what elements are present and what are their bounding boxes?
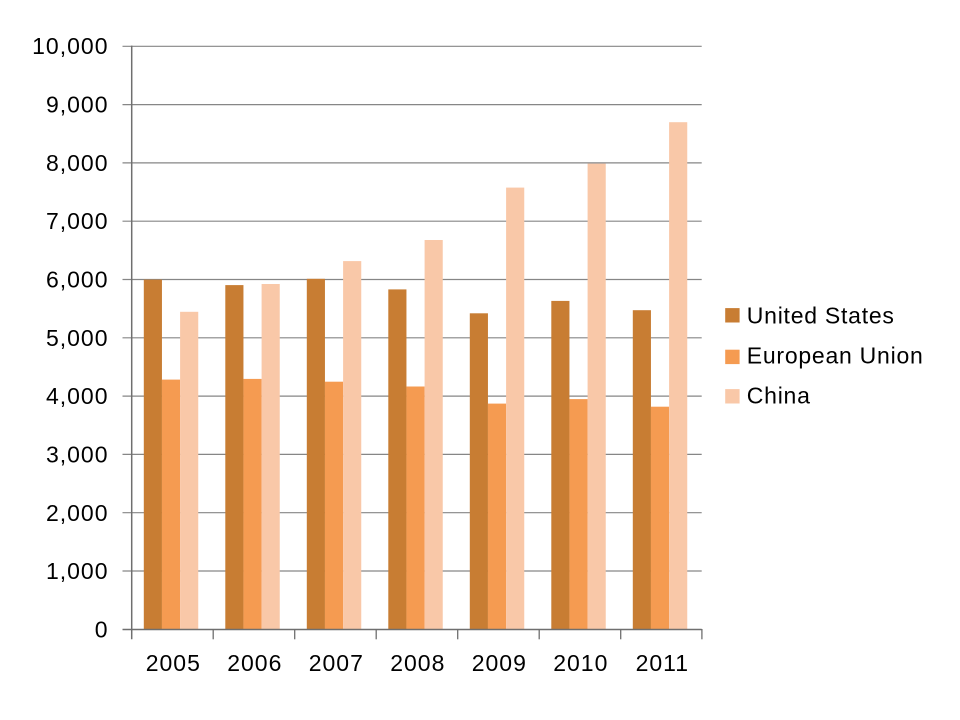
svg-text:European Union: European Union <box>747 342 924 368</box>
svg-text:0: 0 <box>95 616 109 642</box>
svg-text:2,000: 2,000 <box>46 500 109 526</box>
svg-text:8,000: 8,000 <box>46 150 109 176</box>
svg-text:2009: 2009 <box>472 650 527 676</box>
svg-text:10,000: 10,000 <box>32 33 108 59</box>
svg-text:2011: 2011 <box>636 650 689 676</box>
svg-text:9,000: 9,000 <box>46 91 109 117</box>
svg-text:2008: 2008 <box>390 650 445 676</box>
svg-text:2010: 2010 <box>553 650 608 676</box>
svg-text:2007: 2007 <box>309 650 364 676</box>
svg-text:7,000: 7,000 <box>46 208 109 234</box>
svg-text:2005: 2005 <box>146 650 201 676</box>
svg-text:United States: United States <box>747 303 895 329</box>
svg-text:China: China <box>747 383 811 409</box>
svg-text:4,000: 4,000 <box>46 383 109 409</box>
svg-text:2006: 2006 <box>227 650 282 676</box>
svg-text:3,000: 3,000 <box>46 441 109 467</box>
svg-text:5,000: 5,000 <box>46 325 109 351</box>
svg-text:6,000: 6,000 <box>46 266 109 292</box>
svg-text:1,000: 1,000 <box>46 558 109 584</box>
